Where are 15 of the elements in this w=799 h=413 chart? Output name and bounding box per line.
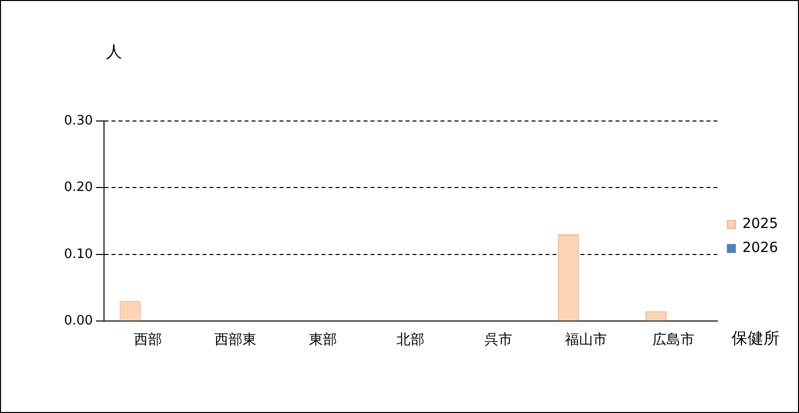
- y-tick-label: 0.20: [64, 180, 93, 196]
- legend-label: 2026: [742, 240, 778, 256]
- x-tick-label: 広島市: [652, 332, 695, 348]
- y-tick-label: 0.00: [64, 314, 93, 329]
- x-tick-label: 福山市: [564, 332, 607, 348]
- x-tick-label: 北部: [396, 332, 425, 348]
- x-tick-label: 呉市: [484, 332, 512, 348]
- legend-label: 2025: [742, 216, 778, 232]
- x-tick-label: 東部: [309, 332, 338, 348]
- x-tick-label: 西部: [134, 332, 162, 348]
- x-tick-label: 西部東: [214, 332, 256, 348]
- y-axis-title: 人: [106, 42, 122, 62]
- x-axis-title: 保健所: [731, 328, 780, 348]
- y-tick-label: 0.10: [64, 246, 93, 262]
- y-tick-label: 0.30: [64, 113, 93, 128]
